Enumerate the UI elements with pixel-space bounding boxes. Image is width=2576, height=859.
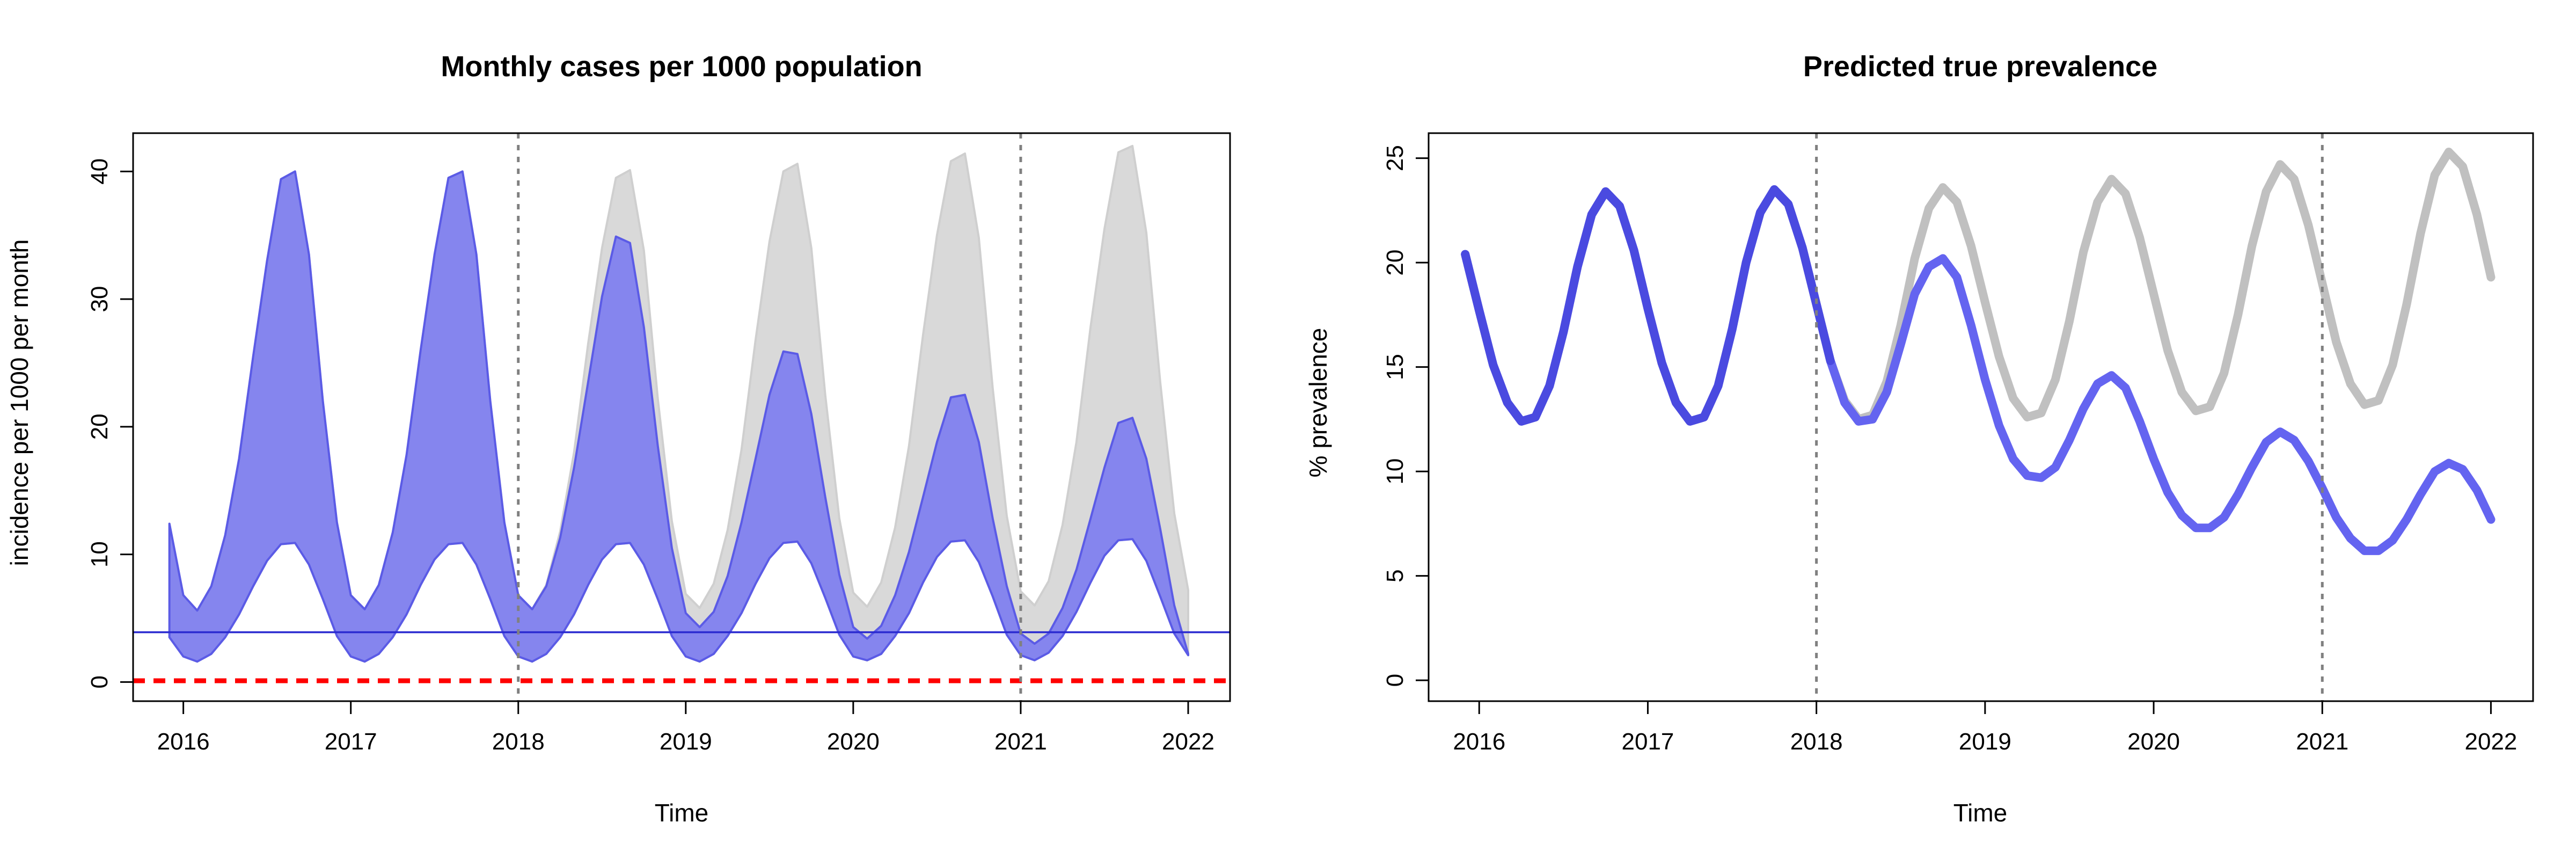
x-tick-label: 2020 <box>2127 729 2180 755</box>
prevalence-line-1 <box>1461 148 2496 426</box>
x-tick-label: 2018 <box>1790 729 1843 755</box>
prevalence-line-2 <box>1461 185 2496 555</box>
plot-area <box>1461 133 2496 701</box>
y-tick-label: 40 <box>86 158 113 185</box>
axes: 2016 2017 2018 2019 2020 2021 2022 0 10 20 30 40 <box>86 158 1214 755</box>
y-axis-label: % prevalence <box>1304 328 1332 478</box>
plot-frame <box>132 132 1231 702</box>
y-tick-label: 15 <box>1382 354 1408 380</box>
interval-band-2 <box>168 170 1189 663</box>
y-tick-label: 25 <box>1382 145 1408 171</box>
y-tick-label: 20 <box>1382 250 1408 276</box>
x-tick-label: 2021 <box>994 729 1047 755</box>
y-tick-label: 30 <box>86 286 113 312</box>
x-tick-label: 2020 <box>827 729 880 755</box>
y-tick-label: 10 <box>86 541 113 567</box>
chart-title: Predicted true prevalence <box>1803 50 2157 83</box>
y-tick-label: 10 <box>1382 458 1408 485</box>
plot-frame <box>1428 132 2534 702</box>
x-tick-label: 2019 <box>1959 729 2011 755</box>
x-tick-label: 2022 <box>1162 729 1214 755</box>
shared-history-line <box>1461 185 1835 426</box>
x-tick-label: 2016 <box>1453 729 1505 755</box>
x-tick-label: 2022 <box>2465 729 2518 755</box>
x-tick-label: 2021 <box>2296 729 2348 755</box>
prevalence-chart-panel: Predicted true prevalence Time % prevale… <box>1304 50 2534 827</box>
x-tick-label: 2017 <box>1622 729 1674 755</box>
chart-title: Monthly cases per 1000 population <box>441 50 922 83</box>
x-axis-label: Time <box>655 799 709 827</box>
axes: 2016 2017 2018 2019 2020 2021 2022 0 5 10 15 20 25 <box>1382 145 2517 755</box>
x-axis-label: Time <box>1953 799 2008 827</box>
incidence-chart-panel: Monthly cases per 1000 population Time i… <box>5 50 1231 827</box>
x-tick-label: 2017 <box>325 729 377 755</box>
x-tick-label: 2019 <box>660 729 712 755</box>
x-tick-label: 2018 <box>492 729 545 755</box>
y-tick-label: 0 <box>1382 674 1408 687</box>
y-tick-label: 0 <box>86 675 113 688</box>
x-tick-label: 2016 <box>157 729 210 755</box>
plot-area <box>133 133 1230 701</box>
y-tick-label: 5 <box>1382 569 1408 582</box>
y-axis-label: incidence per 1000 per month <box>5 239 33 566</box>
y-tick-label: 20 <box>86 413 113 440</box>
